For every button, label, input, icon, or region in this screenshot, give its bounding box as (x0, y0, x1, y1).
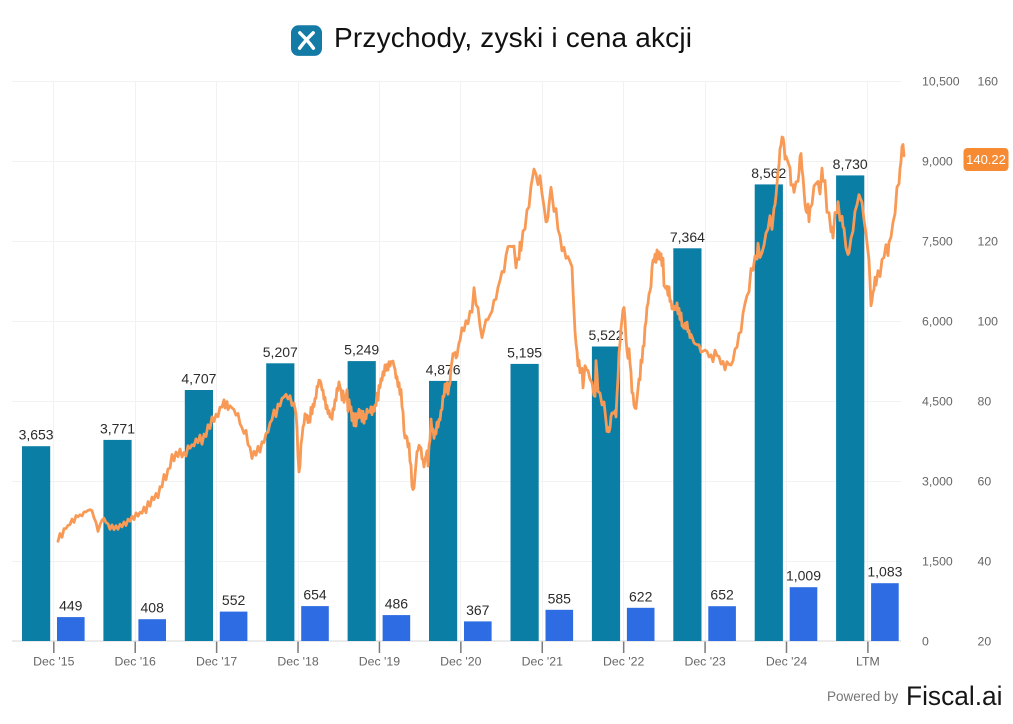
svg-text:Dec '23: Dec '23 (684, 655, 725, 669)
svg-text:10,500: 10,500 (922, 75, 960, 89)
svg-text:Dec '19: Dec '19 (359, 655, 400, 669)
svg-text:20: 20 (978, 635, 992, 649)
svg-text:140.22: 140.22 (966, 152, 1006, 167)
svg-text:80: 80 (978, 395, 992, 409)
svg-text:3,653: 3,653 (19, 427, 54, 443)
svg-text:652: 652 (710, 587, 734, 603)
svg-text:622: 622 (629, 588, 653, 604)
svg-text:654: 654 (303, 587, 327, 603)
svg-text:Dec '17: Dec '17 (196, 655, 237, 669)
svg-text:6,000: 6,000 (922, 315, 953, 329)
svg-text:160: 160 (978, 75, 999, 89)
svg-text:8,562: 8,562 (751, 165, 786, 181)
svg-text:Dec '22: Dec '22 (603, 655, 644, 669)
svg-text:585: 585 (548, 590, 572, 606)
svg-text:5,522: 5,522 (588, 327, 623, 343)
svg-text:Dec '16: Dec '16 (115, 655, 156, 669)
svg-text:Fiscal.ai: Fiscal.ai (906, 681, 1003, 711)
svg-text:1,500: 1,500 (922, 555, 953, 569)
svg-text:3,000: 3,000 (922, 475, 953, 489)
svg-text:Dec '18: Dec '18 (277, 655, 318, 669)
svg-text:7,364: 7,364 (670, 229, 705, 245)
svg-text:Dec '20: Dec '20 (440, 655, 481, 669)
svg-text:4,500: 4,500 (922, 395, 953, 409)
svg-text:120: 120 (978, 235, 999, 249)
svg-text:552: 552 (222, 592, 246, 608)
svg-text:5,207: 5,207 (263, 344, 298, 360)
svg-text:4,876: 4,876 (426, 361, 461, 377)
svg-text:1,009: 1,009 (786, 568, 821, 584)
svg-text:486: 486 (385, 596, 409, 612)
svg-text:40: 40 (978, 555, 992, 569)
svg-text:LTM: LTM (856, 655, 880, 669)
svg-text:1,083: 1,083 (867, 564, 902, 580)
svg-text:Dec '15: Dec '15 (33, 655, 74, 669)
svg-text:367: 367 (466, 602, 490, 618)
svg-text:7,500: 7,500 (922, 235, 953, 249)
svg-text:100: 100 (978, 315, 999, 329)
svg-text:408: 408 (141, 600, 165, 616)
svg-text:8,730: 8,730 (833, 156, 868, 172)
svg-text:60: 60 (978, 475, 992, 489)
svg-text:3,771: 3,771 (100, 420, 135, 436)
svg-text:9,000: 9,000 (922, 155, 953, 169)
svg-text:Dec '21: Dec '21 (522, 655, 563, 669)
svg-text:4,707: 4,707 (181, 371, 216, 387)
svg-text:5,195: 5,195 (507, 344, 542, 360)
svg-text:5,249: 5,249 (344, 342, 379, 358)
svg-text:449: 449 (59, 598, 83, 614)
svg-text:Powered by: Powered by (827, 689, 899, 704)
svg-text:0: 0 (922, 635, 929, 649)
svg-text:Dec '24: Dec '24 (766, 655, 807, 669)
svg-text:Przychody, zyski i cena akcji: Przychody, zyski i cena akcji (334, 22, 692, 53)
